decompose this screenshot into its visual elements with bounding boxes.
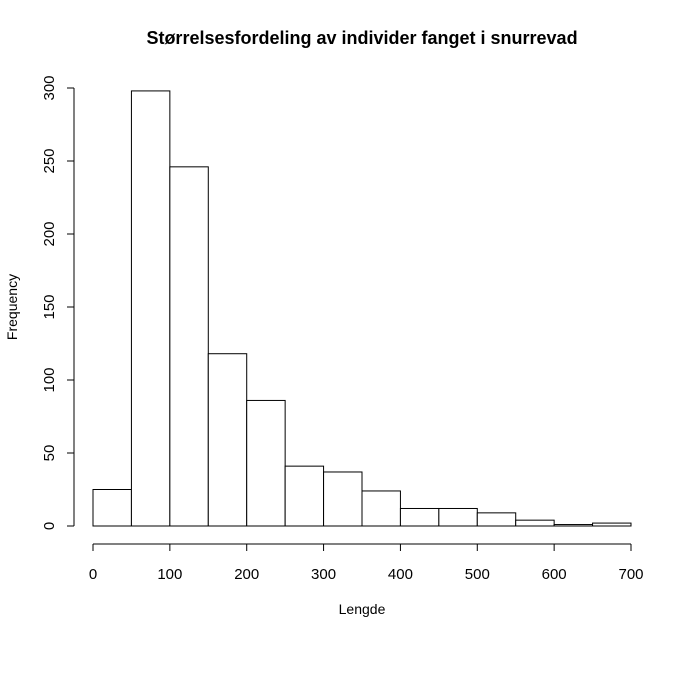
histogram-bar-150-200 bbox=[207, 353, 248, 527]
x-tick-label-400: 400 bbox=[388, 566, 413, 583]
histogram-bar-650-700 bbox=[592, 522, 632, 527]
y-tick-label-200: 200 bbox=[41, 221, 58, 246]
y-axis-label: Frequency bbox=[4, 274, 20, 340]
histogram-bar-550-600 bbox=[515, 519, 555, 527]
x-tick-label-600: 600 bbox=[542, 566, 567, 583]
x-tick-label-200: 200 bbox=[234, 566, 259, 583]
y-tick-label-250: 250 bbox=[41, 148, 58, 173]
histogram-bar-200-250 bbox=[246, 399, 286, 527]
x-tick-label-100: 100 bbox=[157, 566, 182, 583]
x-tick-label-0: 0 bbox=[89, 566, 97, 583]
chart-title: Størrelsesfordeling av individer fanget … bbox=[146, 28, 577, 48]
x-axis: 0 100 200 300 400 500 600 700 bbox=[89, 543, 644, 583]
histogram-bar-0-50 bbox=[92, 489, 132, 527]
x-tick-label-300: 300 bbox=[311, 566, 336, 583]
histogram-bar-500-550 bbox=[476, 512, 517, 527]
x-axis-label: Lengde bbox=[339, 601, 386, 617]
y-tick-label-150: 150 bbox=[41, 294, 58, 319]
histogram-bar-300-350 bbox=[323, 471, 363, 527]
y-tick-label-300: 300 bbox=[41, 75, 58, 100]
histogram-bar-100-150 bbox=[169, 166, 209, 527]
y-tick-label-0: 0 bbox=[41, 522, 58, 530]
histogram-bars bbox=[92, 90, 632, 527]
histogram-bar-250-300 bbox=[284, 465, 325, 527]
histogram-bar-350-400 bbox=[361, 490, 401, 527]
histogram-bar-600-650 bbox=[553, 524, 594, 527]
y-tick-label-100: 100 bbox=[41, 367, 58, 392]
y-tick-label-50: 50 bbox=[41, 445, 58, 462]
y-axis: 0 50 100 150 200 250 300 bbox=[41, 75, 75, 530]
histogram-bar-400-450 bbox=[399, 507, 440, 527]
histogram-bar-450-500 bbox=[438, 507, 478, 527]
x-tick-label-500: 500 bbox=[465, 566, 490, 583]
histogram-bar-50-100 bbox=[130, 90, 171, 527]
x-tick-label-700: 700 bbox=[618, 566, 643, 583]
